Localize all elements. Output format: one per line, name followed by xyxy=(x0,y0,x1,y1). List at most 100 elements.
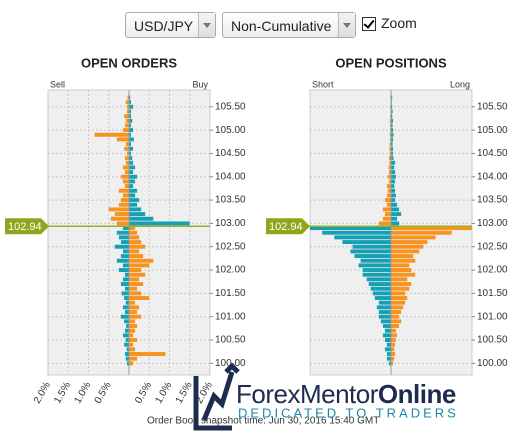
bar xyxy=(125,142,129,147)
price-badge xyxy=(266,218,310,235)
bar xyxy=(374,296,391,300)
side-label: Buy xyxy=(192,79,208,89)
bar xyxy=(391,198,396,203)
bar xyxy=(124,156,129,161)
x-tick-label: 2.0% xyxy=(32,380,53,405)
bar xyxy=(391,310,402,314)
bar xyxy=(129,328,136,333)
bar xyxy=(126,104,129,109)
y-tick-label: 105.00 xyxy=(215,125,246,136)
zoom-checkbox[interactable] xyxy=(362,17,376,31)
mode-select[interactable]: Non-Cumulative xyxy=(222,12,356,38)
logo-part: Mentor xyxy=(300,379,379,409)
bar xyxy=(391,179,396,184)
dropdown-arrow xyxy=(198,13,215,37)
bar xyxy=(350,249,391,254)
bar xyxy=(391,184,395,189)
bar xyxy=(391,104,393,109)
y-tick-label: 100.50 xyxy=(477,335,508,346)
bar xyxy=(384,347,391,352)
bar xyxy=(129,212,146,217)
bar xyxy=(129,128,134,133)
bar xyxy=(127,95,129,100)
bar xyxy=(391,118,394,123)
y-tick-label: 102.50 xyxy=(477,241,508,252)
bar xyxy=(368,282,391,287)
bar xyxy=(124,319,129,324)
bar xyxy=(370,286,391,291)
bar xyxy=(391,338,396,342)
bar xyxy=(129,240,142,245)
bar xyxy=(129,305,140,310)
bar xyxy=(129,249,140,254)
bar xyxy=(129,244,146,249)
bar xyxy=(384,338,391,342)
bar xyxy=(124,296,129,300)
pair-select[interactable]: USD/JPY xyxy=(125,12,216,38)
bar xyxy=(391,114,393,119)
bar xyxy=(391,282,412,287)
bar xyxy=(391,137,394,142)
y-tick-label: 104.00 xyxy=(477,171,508,182)
bar xyxy=(391,263,410,268)
bar xyxy=(391,123,393,128)
bar xyxy=(391,305,404,310)
bar xyxy=(129,282,144,287)
bar xyxy=(129,314,142,319)
bar xyxy=(125,356,129,361)
price-badge xyxy=(5,218,49,235)
bar xyxy=(126,361,129,366)
bar xyxy=(129,268,142,273)
bar xyxy=(129,235,140,240)
side-label: Sell xyxy=(50,79,65,89)
bar xyxy=(125,300,129,305)
bar xyxy=(120,314,129,319)
bar xyxy=(129,310,138,314)
bar xyxy=(342,240,391,245)
bar xyxy=(384,198,391,203)
bar xyxy=(310,226,391,231)
bar xyxy=(124,328,129,333)
chart-title: OPEN POSITIONS xyxy=(335,55,447,70)
bar xyxy=(110,216,129,221)
bar xyxy=(129,202,138,207)
x-tick-label: 0.5% xyxy=(133,380,154,405)
bar xyxy=(366,277,391,282)
x-tick-label: 1.5% xyxy=(174,380,195,405)
bar xyxy=(129,342,134,347)
y-tick-label: 100.00 xyxy=(477,358,508,369)
bar xyxy=(391,188,396,193)
bar xyxy=(120,282,129,287)
bar xyxy=(114,244,129,249)
bar xyxy=(382,333,391,338)
bar xyxy=(124,272,129,277)
bar xyxy=(125,118,129,123)
bar xyxy=(391,333,398,338)
bar xyxy=(116,258,129,263)
bar xyxy=(391,240,428,245)
bar xyxy=(122,277,129,282)
bar xyxy=(391,170,396,175)
bar xyxy=(391,277,408,282)
y-tick-label: 104.00 xyxy=(215,171,246,182)
bar xyxy=(378,310,391,314)
logo-name: ForexMentorOnline xyxy=(236,379,456,409)
bar xyxy=(129,286,138,291)
bar xyxy=(391,95,393,100)
bar xyxy=(382,216,391,221)
bar xyxy=(389,132,391,137)
bar xyxy=(124,184,129,189)
bar xyxy=(129,333,134,338)
footer: Order Book snapshot time: Jun 30, 2016 1… xyxy=(147,416,379,427)
bar xyxy=(122,263,129,268)
bar xyxy=(118,268,129,273)
bar xyxy=(129,254,144,259)
price-badge-label: 102.94 xyxy=(269,221,303,233)
bar xyxy=(124,352,129,356)
bar xyxy=(129,226,136,231)
bar xyxy=(391,244,424,249)
bar xyxy=(391,202,398,207)
bar xyxy=(388,361,391,366)
bar xyxy=(387,188,391,193)
